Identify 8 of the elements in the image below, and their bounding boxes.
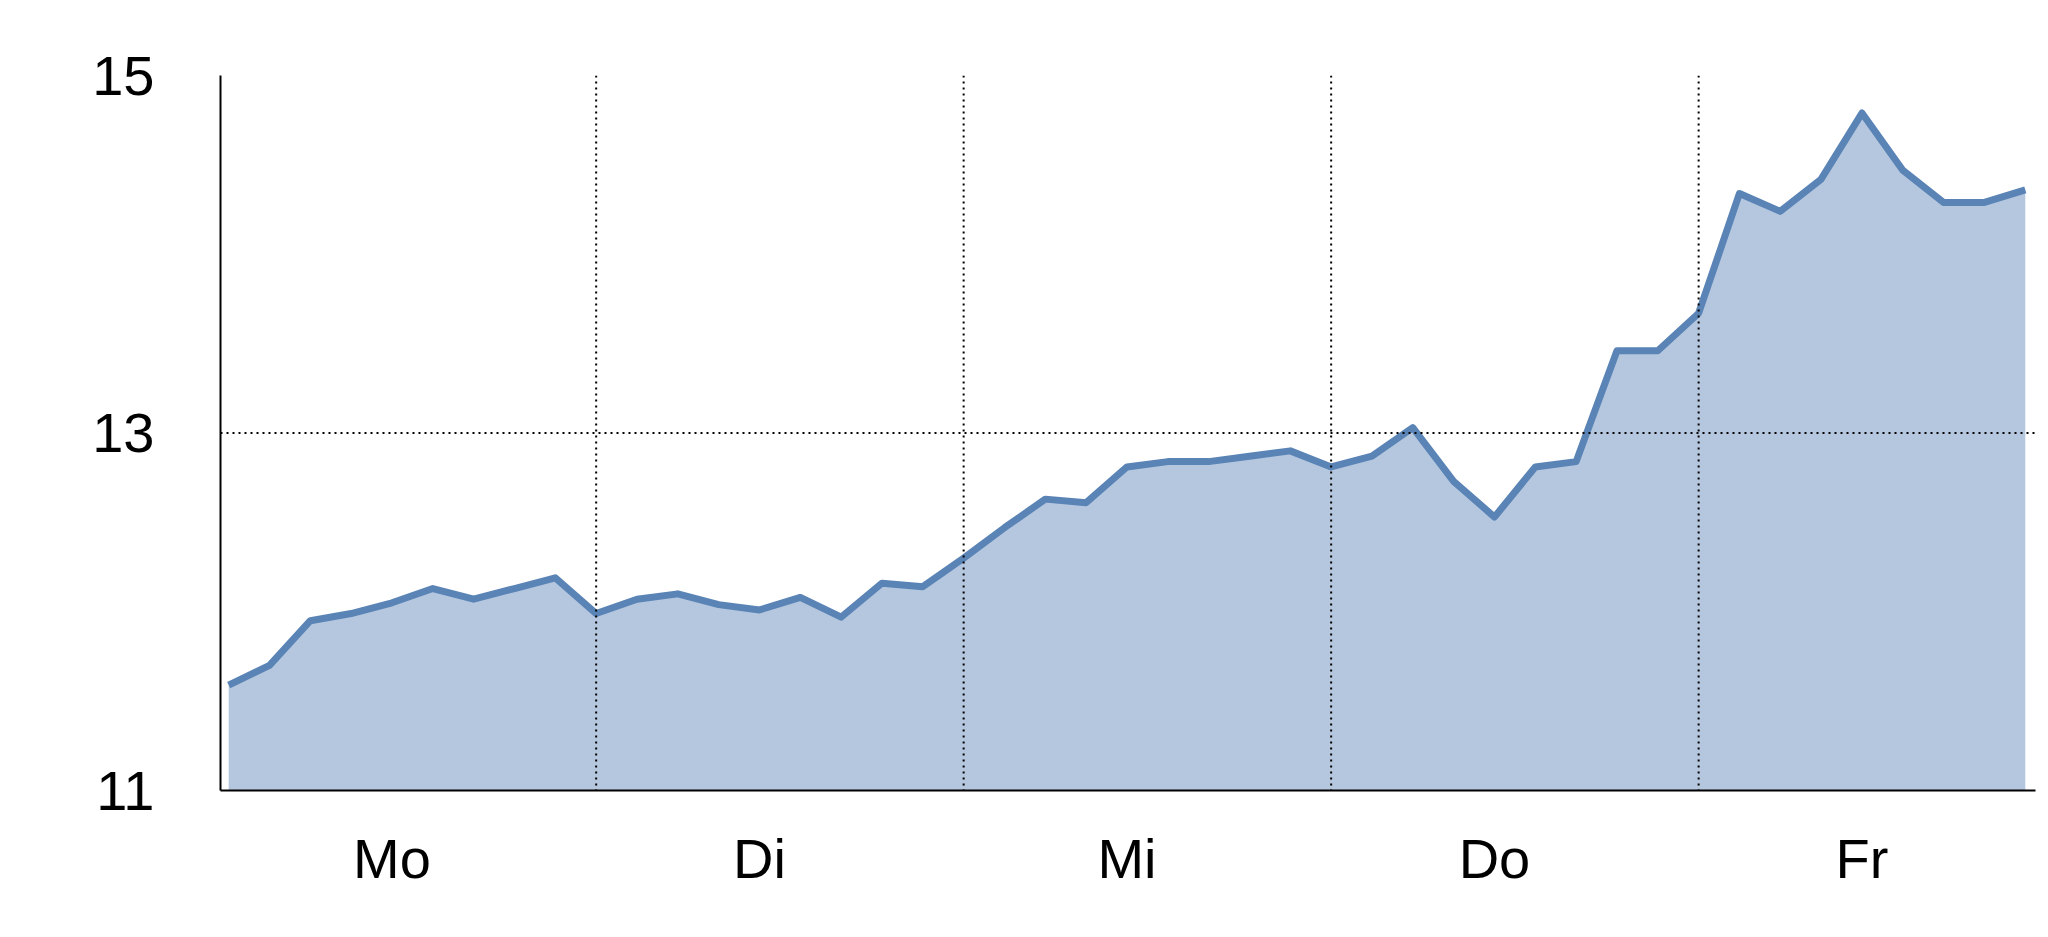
x-tick-label: Fr xyxy=(1835,826,1889,890)
x-tick-label: Di xyxy=(733,826,786,890)
y-tick-label: 15 xyxy=(92,43,155,107)
x-tick-label: Do xyxy=(1458,826,1531,890)
y-tick-label: 11 xyxy=(96,758,155,822)
x-tick-label: Mi xyxy=(1097,826,1157,890)
y-tick-label: 13 xyxy=(92,401,155,464)
x-tick-label: Mo xyxy=(353,826,431,890)
